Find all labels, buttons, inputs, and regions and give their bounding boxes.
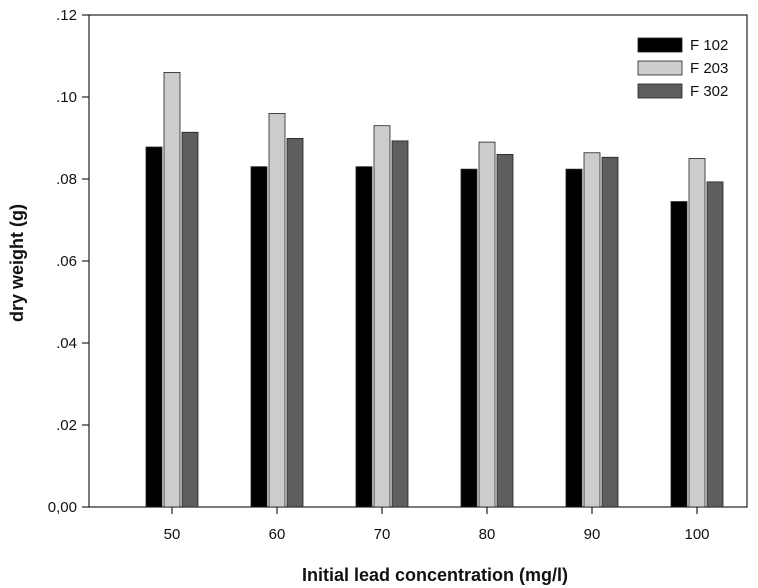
y-axis-title: dry weight (g) — [7, 204, 27, 322]
bar-f203-90 — [583, 152, 601, 508]
y-tick-label: .10 — [56, 89, 77, 106]
bars — [145, 72, 724, 508]
bar-f302-70 — [391, 140, 409, 508]
y-tick-label: 0,00 — [48, 499, 77, 516]
legend-label: F 102 — [690, 37, 728, 54]
x-tick-label: 100 — [684, 526, 709, 543]
x-tick-label: 80 — [479, 526, 496, 543]
bar-f302-80 — [496, 153, 514, 508]
bar-f302-50 — [181, 131, 199, 508]
x-tick-label: 50 — [164, 526, 181, 543]
legend-swatch — [637, 60, 683, 76]
y-tick-label: .12 — [56, 7, 77, 24]
legend: F 102 F 203 F 302 — [637, 37, 728, 100]
bar-f302-90 — [601, 156, 619, 508]
bar-f203-100 — [688, 158, 706, 508]
bar-f203-70 — [373, 125, 391, 508]
bar-f102-60 — [250, 166, 268, 508]
x-tick-label: 70 — [374, 526, 391, 543]
y-tick-label: .02 — [56, 417, 77, 434]
x-axis: 50 60 70 80 90 100 — [164, 507, 710, 543]
bar-f102-50 — [145, 146, 163, 508]
legend-label: F 203 — [690, 60, 728, 77]
x-axis-title: Initial lead concentration (mg/l) — [302, 565, 568, 585]
y-tick-label: .04 — [56, 335, 77, 352]
x-tick-label: 60 — [269, 526, 286, 543]
bar-f302-60 — [286, 138, 304, 508]
bar-f102-80 — [460, 168, 478, 508]
bar-f102-70 — [355, 166, 373, 508]
bar-f203-50 — [163, 72, 181, 508]
bar-f203-80 — [478, 141, 496, 508]
legend-swatch — [637, 83, 683, 99]
bar-f102-90 — [565, 168, 583, 508]
legend-swatch — [637, 37, 683, 53]
y-tick-label: .06 — [56, 253, 77, 270]
bar-f102-100 — [670, 201, 688, 508]
y-tick-label: .08 — [56, 171, 77, 188]
legend-label: F 302 — [690, 83, 728, 100]
x-tick-label: 90 — [584, 526, 601, 543]
bar-f203-60 — [268, 113, 286, 508]
y-axis: 0,00 .02 .04 .06 .08 .10 .12 — [48, 7, 89, 516]
bar-f302-100 — [706, 181, 724, 508]
